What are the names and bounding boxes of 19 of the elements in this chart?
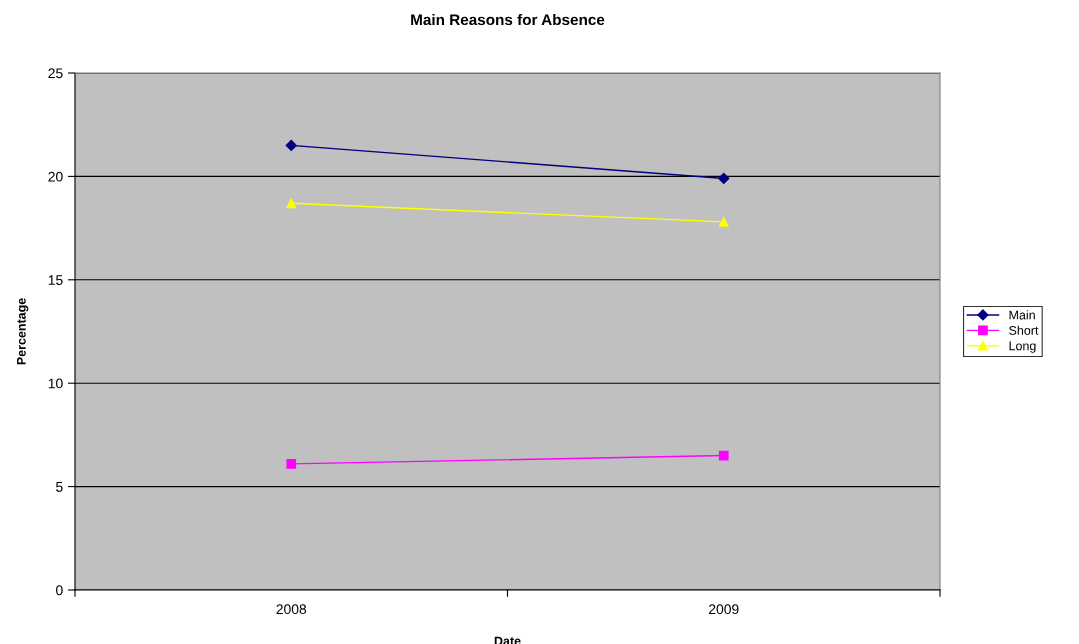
y-tick-label: 0 — [56, 585, 63, 596]
y-tick-label: 15 — [48, 275, 63, 285]
chart-title: Main Reasons for Absence — [411, 13, 605, 26]
legend-label: Long — [1009, 341, 1036, 353]
point — [286, 458, 297, 469]
y-tick-label: 10 — [48, 378, 63, 389]
point — [718, 172, 730, 185]
y-tick-label: 20 — [48, 171, 63, 182]
y-tick-label: 25 — [48, 68, 63, 79]
x-tick-label: 2009 — [709, 604, 739, 615]
y-tick-label: 5 — [56, 482, 63, 492]
legend-label: Short — [1009, 325, 1039, 335]
point — [718, 217, 729, 227]
point — [718, 450, 729, 461]
point — [285, 139, 297, 151]
y-axis-title: Percentage — [17, 298, 29, 365]
point — [286, 198, 297, 209]
legend-label: Main — [1009, 310, 1035, 320]
x-tick-label: 2008 — [276, 604, 307, 615]
